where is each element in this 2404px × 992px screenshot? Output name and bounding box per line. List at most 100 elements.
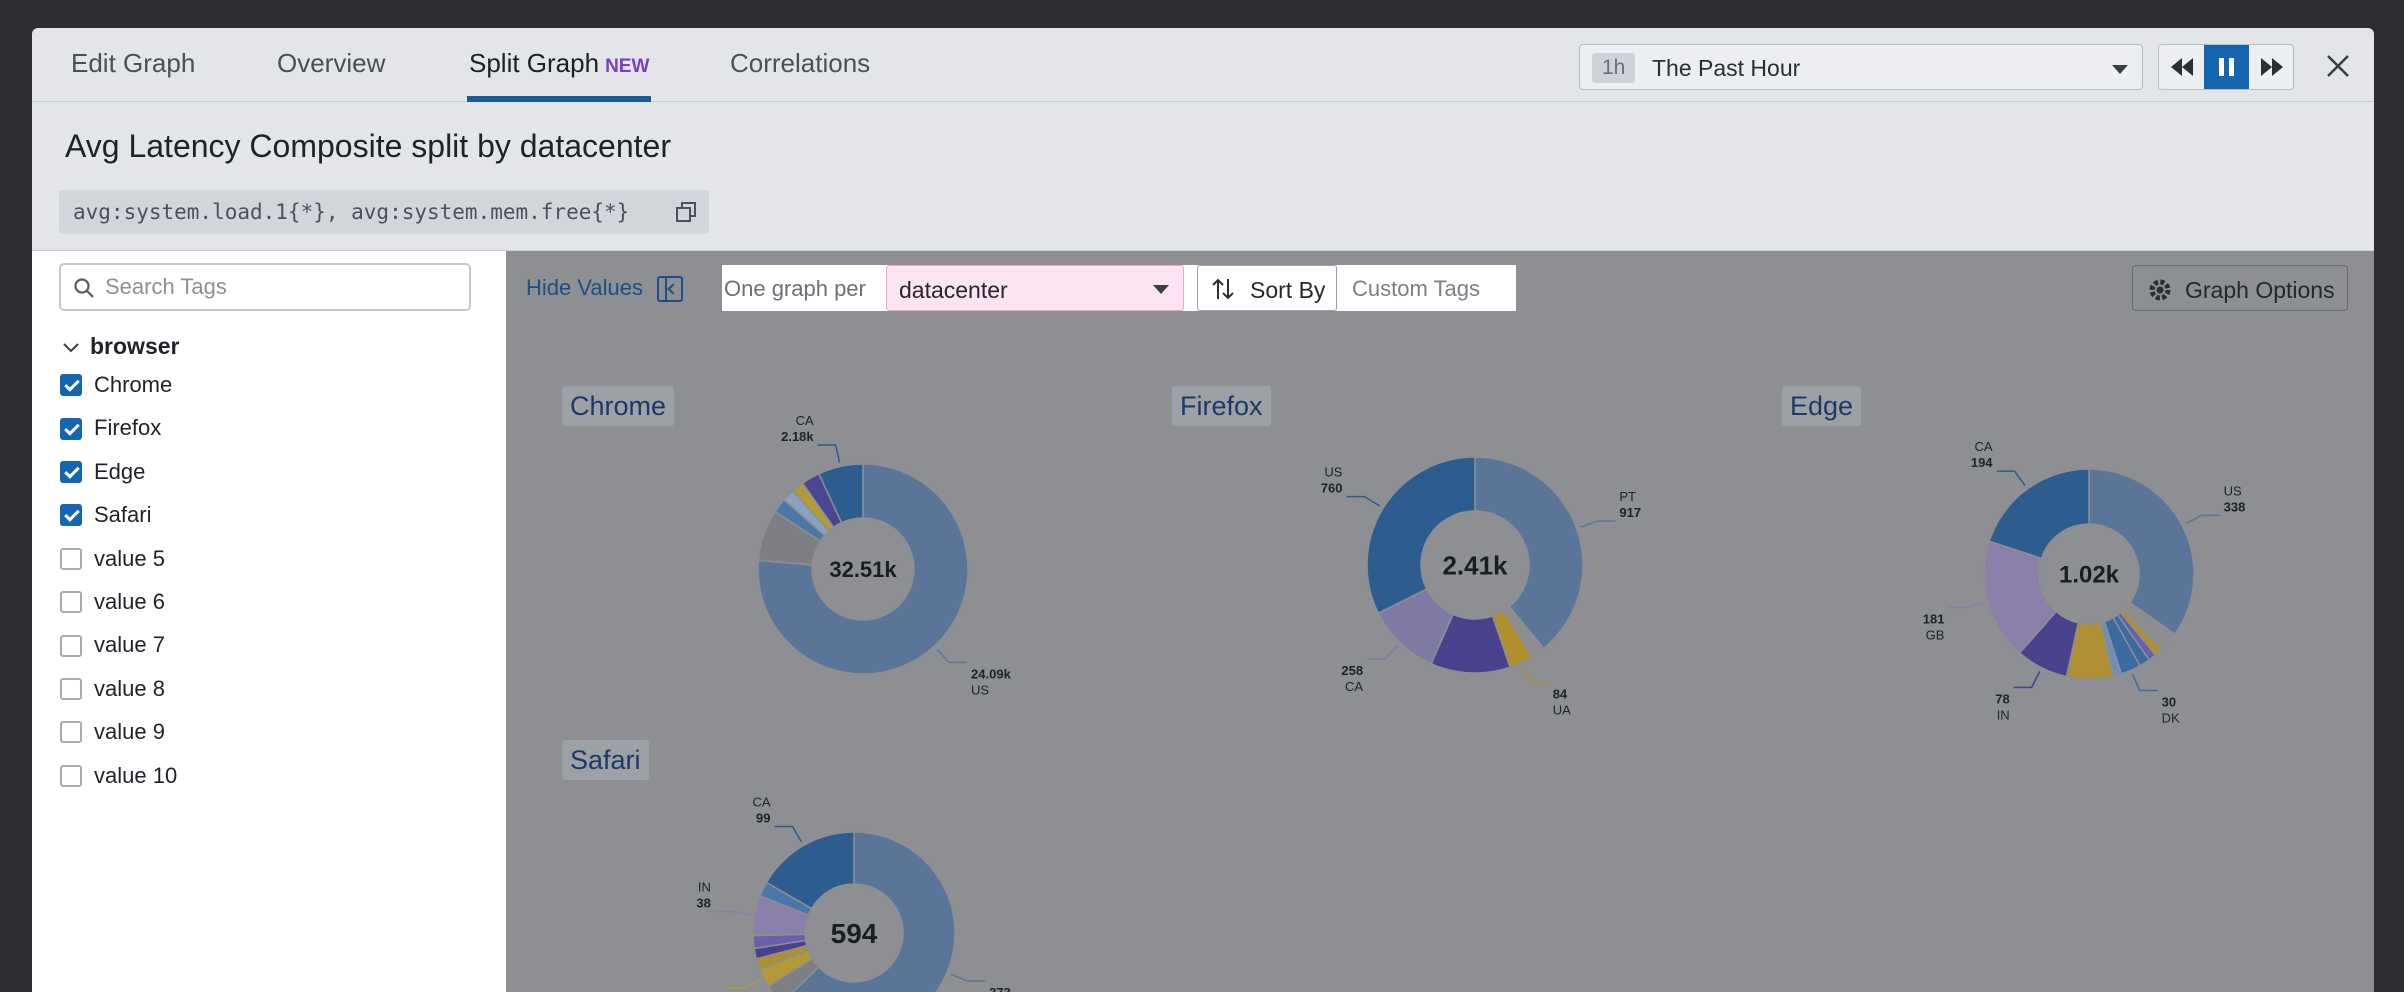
- chevron-down-icon: [63, 343, 79, 353]
- time-range-short: 1h: [1592, 53, 1636, 83]
- donut-total-label: 2.41k: [1442, 550, 1508, 580]
- tag-checkbox-row[interactable]: Safari: [60, 501, 151, 531]
- panel-title-chrome: Chrome: [562, 386, 675, 426]
- donut-slice: [757, 463, 969, 675]
- tab-overview[interactable]: Overview: [277, 48, 385, 102]
- slice-category-label: CA: [1974, 439, 1992, 454]
- leader-line: [1948, 601, 1985, 609]
- slice-category-label: IN: [698, 880, 711, 895]
- checkbox[interactable]: [60, 591, 82, 614]
- tag-checkbox-row[interactable]: value 8: [60, 675, 165, 705]
- tag-checkbox-row[interactable]: value 10: [60, 762, 177, 792]
- tab-edit-graph[interactable]: Edit Graph: [71, 48, 195, 102]
- chevron-down-icon: [1153, 285, 1169, 294]
- slice-value-label: 338: [2224, 499, 2246, 514]
- query-text: avg:system.load.1{*}, avg:system.mem.fre…: [73, 200, 630, 224]
- hide-values-label: Hide Values: [526, 275, 643, 300]
- checkbox[interactable]: [60, 374, 82, 397]
- collapse-panel-icon: [657, 276, 683, 303]
- slice-value-label: 194: [1971, 455, 1993, 470]
- pause-button[interactable]: [2204, 45, 2249, 89]
- tag-checkbox-row[interactable]: Firefox: [60, 414, 161, 444]
- checkbox[interactable]: [60, 677, 82, 700]
- tag-checkbox-row[interactable]: value 5: [60, 545, 165, 575]
- leader-line: [1522, 665, 1549, 684]
- slice-category-label: US: [1324, 465, 1342, 480]
- tab-label: Overview: [277, 48, 386, 78]
- slice-category-label: CA: [752, 794, 770, 809]
- leader-line: [817, 444, 841, 463]
- leader-line: [2013, 670, 2041, 689]
- donut-slice: [817, 463, 864, 524]
- tag-checkbox-row[interactable]: Chrome: [60, 371, 172, 401]
- graph-options-button[interactable]: Graph Options: [2132, 265, 2348, 311]
- donut-slice: [1983, 540, 2058, 654]
- rewind-button[interactable]: [2159, 45, 2204, 89]
- leader-line: [725, 978, 761, 989]
- sort-icon: [1212, 278, 1234, 300]
- tag-label: value 7: [94, 632, 165, 658]
- search-icon: [74, 278, 94, 298]
- graph-title: Avg Latency Composite split by datacente…: [65, 128, 671, 164]
- one-graph-per-label: One graph per: [724, 276, 866, 301]
- close-icon[interactable]: [2322, 50, 2354, 82]
- donut-slice: [1366, 456, 1476, 615]
- slice-value-label: 181: [1923, 611, 1945, 626]
- donut-total-label: 1.02k: [2059, 562, 2120, 589]
- slice-category-label: PT: [1619, 489, 1636, 504]
- slice-value-label: 78: [1995, 691, 2009, 706]
- leader-line: [1346, 495, 1381, 507]
- tag-group-browser[interactable]: browser: [62, 333, 179, 360]
- sort-by-label: Sort By: [1250, 277, 1326, 303]
- slice-category-label: CA: [796, 413, 814, 428]
- tag-label: value 9: [94, 719, 165, 745]
- time-range-selector[interactable]: 1h The Past Hour: [1579, 44, 2143, 90]
- tag-label: Edge: [94, 458, 146, 484]
- tag-label: Chrome: [94, 372, 173, 398]
- slice-category-label: US: [971, 682, 989, 697]
- copy-icon[interactable]: [675, 201, 697, 223]
- group-by-bar: One graph per datacenter Sort By Custom …: [722, 265, 1516, 311]
- checkbox[interactable]: [60, 504, 82, 527]
- tag-label: Safari: [94, 502, 152, 528]
- fast-forward-button[interactable]: [2249, 45, 2293, 89]
- group-by-dropdown[interactable]: datacenter: [886, 265, 1184, 311]
- panel-title-safari: Safari: [562, 740, 649, 780]
- search-tags-input[interactable]: [105, 271, 455, 303]
- donut-slice: [2088, 468, 2195, 636]
- tag-checkbox-row[interactable]: Edge: [60, 458, 145, 488]
- checkbox[interactable]: [60, 634, 82, 657]
- chevron-down-icon: [2112, 65, 2128, 74]
- leader-line: [1367, 645, 1399, 660]
- slice-category-label: IN: [1997, 707, 2010, 722]
- slice-value-label: 24.09k: [971, 666, 1012, 681]
- tab-split-graph[interactable]: Split Graph NEW: [467, 48, 652, 102]
- tag-label: value 10: [94, 762, 178, 788]
- donut-charts: 24.09kUS2.18kCA32.51k917PT84UA258CA760US…: [696, 413, 2246, 992]
- rewind-icon: [2171, 58, 2193, 76]
- tab-correlations[interactable]: Correlations: [730, 48, 870, 102]
- custom-tags-input[interactable]: Custom Tags: [1352, 276, 1480, 301]
- tag-label: value 5: [94, 545, 165, 571]
- leader-line: [950, 973, 986, 982]
- slice-category-label: GB: [1926, 627, 1945, 642]
- checkbox[interactable]: [60, 460, 82, 483]
- tag-label: value 8: [94, 675, 165, 701]
- slice-value-label: 373: [989, 985, 1011, 992]
- sort-by-button[interactable]: Sort By: [1197, 265, 1337, 311]
- checkbox[interactable]: [60, 764, 82, 787]
- checkbox[interactable]: [60, 547, 82, 570]
- tag-checkbox-row[interactable]: value 6: [60, 588, 165, 618]
- slice-value-label: 30: [2162, 694, 2176, 709]
- tag-checkbox-row[interactable]: value 9: [60, 718, 165, 748]
- playback-controls: [2158, 44, 2294, 90]
- checkbox[interactable]: [60, 721, 82, 744]
- tag-checkbox-row[interactable]: value 7: [60, 631, 165, 661]
- leader-line: [2131, 673, 2158, 692]
- tab-bar: Edit Graph Overview Split Graph NEW Corre…: [32, 28, 2374, 102]
- tab-label: Correlations: [730, 48, 871, 78]
- leader-line: [774, 825, 803, 843]
- hide-values-button[interactable]: Hide Values: [526, 275, 683, 303]
- tab-label: Split Graph: [469, 48, 600, 78]
- checkbox[interactable]: [60, 417, 82, 440]
